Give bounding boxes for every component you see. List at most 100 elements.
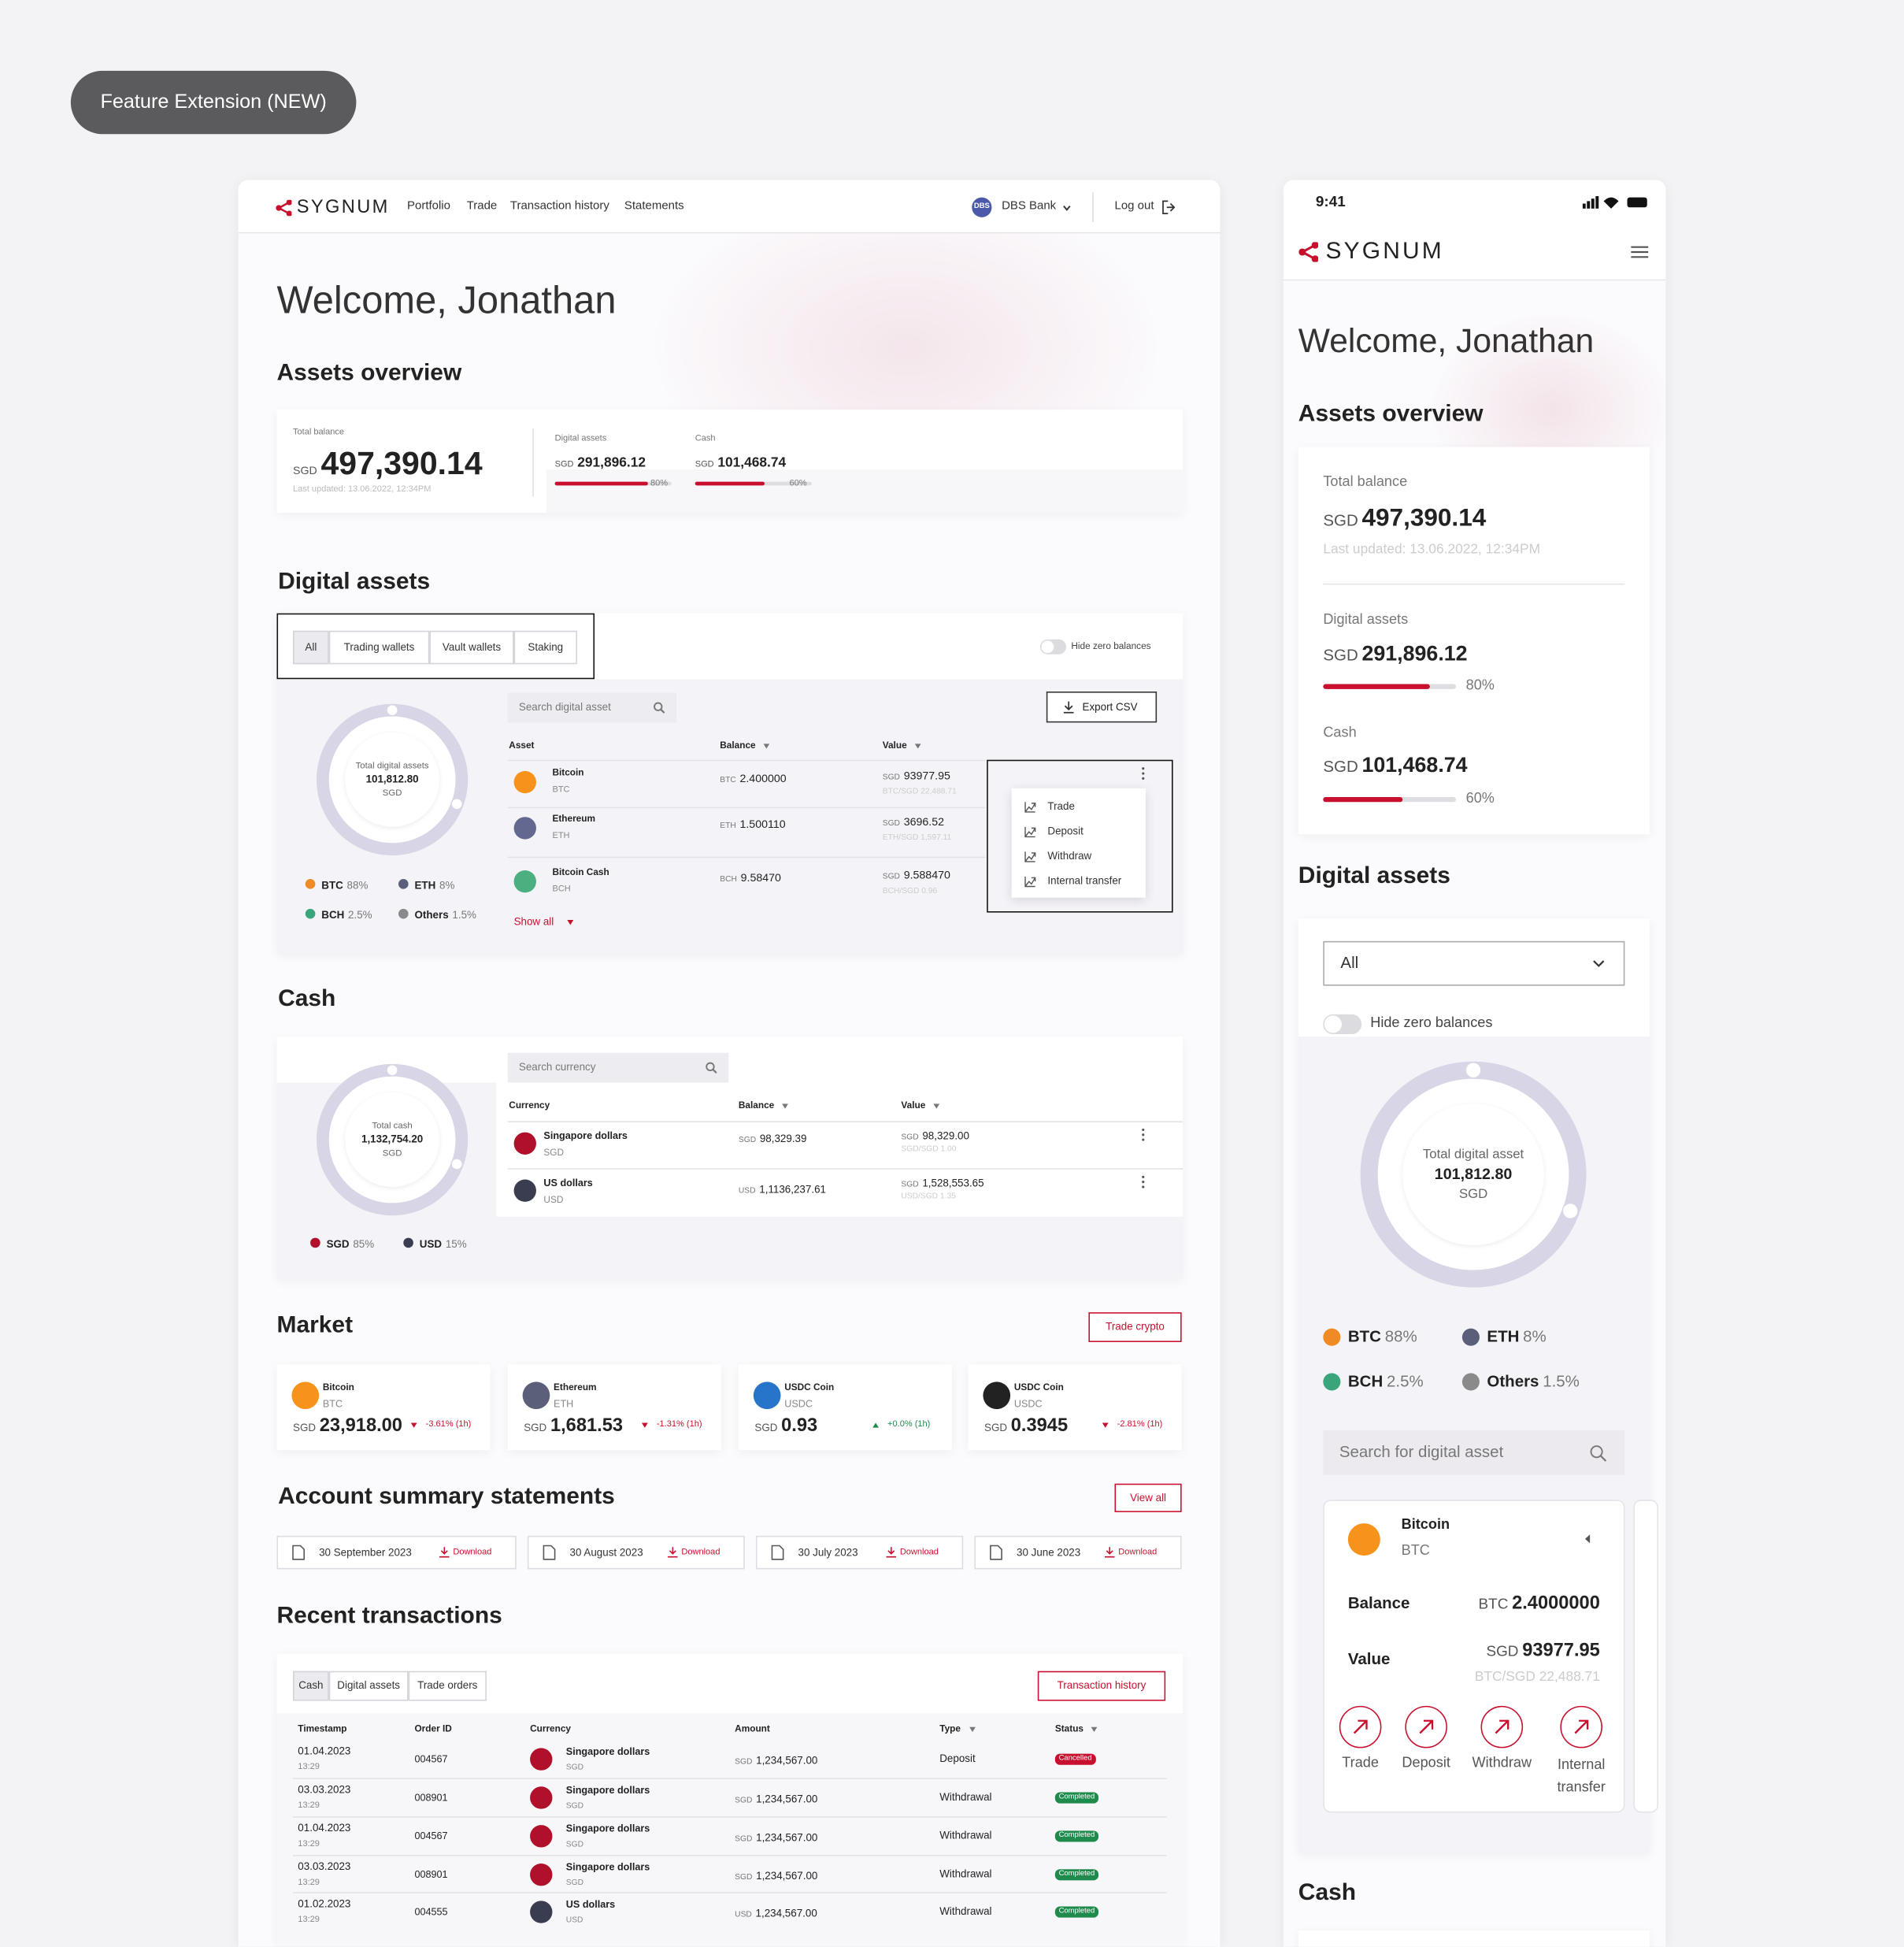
export-button[interactable] <box>1046 691 1158 723</box>
tab[interactable] <box>293 1671 329 1701</box>
amount: 497,390.14 <box>320 444 483 482</box>
unit: SGD <box>901 1180 919 1189</box>
statement-date: 30 July 2023 <box>798 1545 858 1558</box>
coin-name: USDC Coin <box>1013 1381 1064 1393</box>
status-time: 9:41 <box>1315 192 1346 210</box>
currency-name: US dollars <box>565 1898 616 1910</box>
statement-date: 30 August 2023 <box>569 1545 643 1558</box>
tab[interactable] <box>513 630 577 665</box>
row-divider <box>293 1816 1167 1818</box>
percentage: 80% <box>1465 678 1495 694</box>
trade-button[interactable] <box>1088 1312 1182 1342</box>
statement-date: 30 June 2023 <box>1016 1545 1081 1558</box>
menu-item[interactable]: Deposit <box>1047 824 1084 837</box>
donut-label: Total cash <box>372 1119 413 1131</box>
tab[interactable] <box>328 1671 409 1701</box>
status-icons <box>1582 195 1650 210</box>
amount: 1,234,567.00 <box>755 1906 817 1919</box>
nav-link[interactable]: Statements <box>624 199 684 213</box>
logout-link[interactable]: Log out <box>1114 199 1154 213</box>
unit: BTC <box>720 775 736 784</box>
bank-selector[interactable]: DBS Bank <box>1002 199 1057 213</box>
asset-balance: BTC 2.4000000 <box>1479 1593 1600 1615</box>
cash-panel-body <box>496 1082 1184 1217</box>
exchange-rate: BTC/SGD 22,488.71 <box>1474 1669 1600 1685</box>
currency-code: USD <box>543 1193 564 1206</box>
legend-dot <box>398 879 409 889</box>
exchange-rate: ETH/SGD 1,597.11 <box>882 833 952 843</box>
tab[interactable] <box>429 630 514 665</box>
download-link[interactable]: Download <box>899 1547 939 1556</box>
coin-price: SGD 1,681.53 <box>524 1415 623 1438</box>
donut-unit: SGD <box>382 1147 402 1159</box>
timestamp-time: 13:29 <box>298 1840 320 1849</box>
amount: 88% <box>1384 1326 1417 1346</box>
amount: 85% <box>353 1237 375 1251</box>
market-card <box>968 1364 1182 1451</box>
download-link[interactable]: Download <box>1118 1547 1158 1556</box>
download-link[interactable]: Download <box>681 1547 720 1556</box>
search-field[interactable] <box>507 692 677 723</box>
currency-code: USD <box>565 1915 583 1925</box>
tab[interactable] <box>408 1671 487 1701</box>
history-button[interactable] <box>1037 1671 1166 1701</box>
view-all-button[interactable] <box>1114 1483 1182 1512</box>
amount: 15% <box>445 1237 467 1251</box>
coin-icon <box>753 1381 781 1410</box>
section-title: Digital assets <box>278 569 431 595</box>
menu-item[interactable]: Withdraw <box>1047 849 1092 862</box>
legend-item: Others 1.5% <box>1487 1370 1580 1393</box>
tab-label: Digital assets <box>337 1678 401 1692</box>
donut-inner <box>1402 1103 1545 1246</box>
timestamp-date: 01.04.2023 <box>298 1821 351 1834</box>
document-icon <box>989 1545 1002 1560</box>
logo-text: SYGNUM <box>296 196 390 218</box>
document-icon <box>771 1545 784 1560</box>
nav-link[interactable]: Trade <box>466 199 498 213</box>
tab[interactable] <box>328 630 430 665</box>
currency-code: SGD <box>543 1147 565 1159</box>
amount: 2.400000 <box>739 772 787 784</box>
status-badge: Completed <box>1054 1869 1099 1881</box>
column-header: Status <box>1054 1723 1084 1734</box>
currency-name: Singapore dollars <box>565 1784 650 1796</box>
column-header: Balance <box>720 739 756 751</box>
download-icon <box>439 1547 450 1558</box>
progress-fill <box>1323 796 1403 803</box>
donut-label: Total digital asset <box>1422 1146 1524 1162</box>
nav-link[interactable]: Portfolio <box>407 199 450 213</box>
unit: SGD <box>882 773 900 782</box>
show-all-link[interactable]: Show all <box>513 914 554 928</box>
amount: 88% <box>346 878 369 892</box>
asset-code: BTC <box>1401 1543 1430 1559</box>
legend-item: ETH 8% <box>1487 1326 1546 1348</box>
digital-balance: SGD 291,896.12 <box>1323 642 1467 667</box>
menu-item[interactable]: Internal transfer <box>1047 873 1122 887</box>
sort-caret <box>410 1422 417 1428</box>
nav-link[interactable]: Transaction history <box>509 199 609 213</box>
amount: SGD 1,234,567.00 <box>735 1786 817 1809</box>
hamburger-menu[interactable] <box>1631 246 1649 258</box>
exchange-rate: USD/SGD 1.35 <box>901 1192 956 1201</box>
unit: SGD <box>326 1237 350 1251</box>
legend-dot <box>403 1237 413 1248</box>
currency-name: Singapore dollars <box>565 1861 650 1873</box>
search-field[interactable] <box>1323 1430 1625 1475</box>
more-menu <box>1141 1174 1146 1189</box>
coin-code: BTC <box>322 1398 343 1410</box>
total-balance: SGD 497,390.14 <box>293 444 483 483</box>
card-divider <box>1323 583 1625 585</box>
download-link[interactable]: Download <box>453 1547 492 1556</box>
amount: 1,528,553.65 <box>922 1177 984 1189</box>
column-header: Timestamp <box>298 1723 347 1734</box>
chevron <box>1592 959 1605 967</box>
unit: Others <box>1487 1371 1539 1391</box>
menu-item[interactable]: Trade <box>1047 799 1075 813</box>
action-icon <box>1417 1719 1435 1736</box>
tab[interactable] <box>293 630 329 665</box>
unit: SGD <box>984 1421 1008 1434</box>
wallet-select[interactable] <box>1323 940 1625 986</box>
currency-code: SGD <box>565 1801 584 1811</box>
search-field[interactable] <box>507 1052 729 1083</box>
